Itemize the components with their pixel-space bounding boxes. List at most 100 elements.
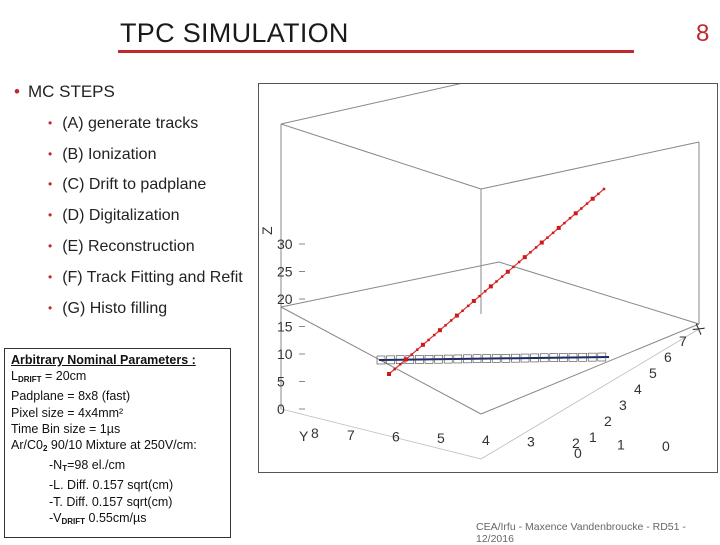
y-tick-label: 7: [347, 427, 355, 443]
y-tick-label: 2: [572, 435, 580, 451]
step-label: (D) Digitalization: [62, 207, 180, 224]
track-hit: [449, 319, 453, 322]
track-hit: [461, 309, 464, 312]
track-hit: [393, 367, 396, 371]
z-axis-label: Z: [259, 226, 275, 235]
track-hit: [471, 298, 476, 303]
z-axis: 30 25 20 15 10 5 0: [277, 236, 305, 417]
y-tick-label: 0: [662, 438, 670, 454]
track-hit: [529, 251, 532, 254]
y-tick-label: 5: [437, 430, 445, 446]
param-padplane: Padplane = 8x8 (fast): [11, 389, 131, 404]
plot-box: [280, 84, 700, 415]
track-hit: [410, 353, 413, 356]
projection-box: [453, 354, 463, 364]
x-tick-label: 5: [649, 365, 657, 381]
x-tick-label: 4: [634, 381, 642, 397]
step-label: (E) Reconstruction: [62, 238, 195, 255]
y-tick-label: 6: [392, 429, 400, 445]
z-tick-label: 25: [277, 264, 293, 280]
projection-box: [539, 353, 549, 363]
track-hit: [517, 260, 521, 264]
track-hit: [522, 255, 527, 260]
step-item: • (F) Track Fitting and Refit: [48, 269, 243, 287]
projection-line: [378, 356, 610, 361]
projection-box: [597, 352, 607, 362]
x-tick-label: 6: [664, 349, 672, 365]
track-hit: [466, 304, 470, 308]
z-tick-label: 10: [277, 346, 293, 362]
param-timebin: Time Bin size = 1µs: [11, 421, 121, 436]
step-item: • (C) Drift to padplane: [48, 176, 206, 194]
bullet-dot-icon: •: [48, 116, 53, 130]
step-label: (F) Track Fitting and Refit: [62, 269, 243, 286]
param-ldiff: -L. Diff. 0.157 sqrt(cm): [49, 478, 174, 493]
y-tick-label: 4: [482, 432, 490, 448]
projection-box: [415, 355, 424, 364]
track-hit: [433, 333, 436, 337]
track-hit: [573, 211, 578, 216]
track-hit: [546, 236, 549, 239]
x-tick-label: 0: [574, 445, 582, 461]
track-hit: [580, 207, 583, 210]
track-hit: [563, 221, 566, 225]
track-hit: [551, 231, 555, 235]
step-item: • (D) Digitalization: [48, 207, 180, 225]
projection-box: [482, 354, 491, 363]
track-hit: [590, 196, 595, 201]
step-item: • (A) generate tracks: [48, 115, 198, 133]
bullet-dot-icon: •: [48, 301, 53, 315]
title-underline: [118, 50, 634, 53]
z-tick-label: 15: [277, 319, 293, 335]
track-hit: [500, 275, 504, 278]
track-hit: [568, 216, 572, 220]
track-hit: [512, 265, 515, 269]
parameters-box: Arbitrary Nominal Parameters : LDRIFT = …: [4, 348, 231, 538]
y-axis-label: Y: [299, 428, 309, 444]
y-tick-label: 3: [527, 433, 535, 449]
param-nt: -NT=98 el./cm: [49, 458, 126, 474]
x-tick-label: 7: [679, 333, 687, 349]
bullet-dot-icon: •: [14, 82, 20, 101]
track-hit: [495, 280, 498, 283]
floor-plane: [280, 328, 700, 460]
slide-title: TPC SIMULATION: [120, 18, 349, 48]
track-hit: [437, 328, 442, 333]
track-hit: [585, 202, 589, 205]
param-tdiff: -T. Diff. 0.157 sqrt(cm): [49, 494, 173, 509]
track-hit: [416, 348, 419, 351]
projection-box: [520, 353, 530, 363]
track-hit: [539, 240, 544, 245]
z-tick-label: 5: [277, 374, 285, 390]
track-hit: [403, 357, 408, 362]
step-item: • (G) Histo filling: [48, 300, 167, 318]
x-tick-label: 3: [619, 397, 627, 413]
params-header: Arbitrary Nominal Parameters :: [11, 353, 196, 367]
step-item: • (E) Reconstruction: [48, 238, 195, 256]
track-3d: [387, 187, 606, 376]
step-label: (C) Drift to padplane: [62, 176, 207, 193]
track-hit: [488, 284, 493, 289]
z-tick-label: 30: [277, 236, 293, 252]
z-tick-label: 20: [277, 291, 293, 307]
projection-box: [578, 352, 587, 362]
y-tick-label: 8: [311, 425, 319, 441]
page-number: 8: [696, 20, 710, 47]
step-label: (B) Ionization: [62, 146, 157, 163]
projection-box: [434, 354, 443, 364]
bullet-dot-icon: •: [48, 147, 53, 161]
track-hit: [387, 372, 391, 376]
projection-box: [463, 354, 472, 364]
x-tick-label: 1: [589, 429, 597, 445]
step-item: • (B) Ionization: [48, 146, 156, 164]
param-gas: Ar/C02 90/10 Mixture at 250V/cm:: [11, 438, 197, 454]
track-hit: [602, 187, 606, 191]
bullet-mc-steps-label: MC STEPS: [27, 82, 115, 101]
projection-box: [587, 352, 597, 362]
projection-box: [443, 354, 453, 364]
param-vdrift: -VDRIFT 0.55cm/µs: [49, 510, 147, 526]
projection-box: [530, 353, 539, 363]
track-hit: [483, 289, 487, 293]
